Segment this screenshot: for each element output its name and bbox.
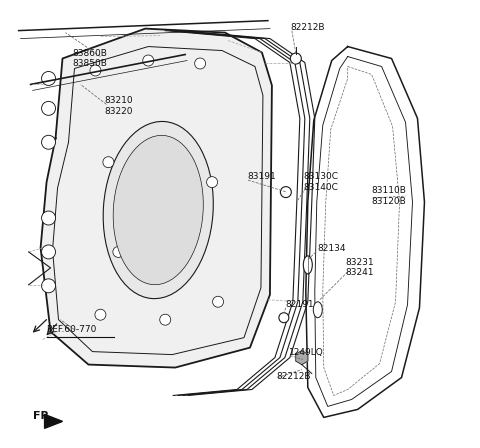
Circle shape <box>103 157 114 168</box>
Circle shape <box>113 246 124 258</box>
Circle shape <box>160 314 171 325</box>
Circle shape <box>206 177 217 188</box>
Circle shape <box>42 72 56 86</box>
Text: 82212B: 82212B <box>291 23 325 32</box>
Text: 82212B: 82212B <box>276 371 311 380</box>
Circle shape <box>280 187 291 198</box>
Text: 83191: 83191 <box>247 172 276 181</box>
Ellipse shape <box>303 256 312 274</box>
Text: 82134: 82134 <box>318 244 346 253</box>
Text: REF.60-770: REF.60-770 <box>47 325 97 334</box>
Text: 83860B
83850B: 83860B 83850B <box>72 48 108 68</box>
Circle shape <box>90 65 101 76</box>
Circle shape <box>213 296 224 307</box>
Circle shape <box>42 245 56 259</box>
Circle shape <box>42 211 56 225</box>
Polygon shape <box>296 351 308 365</box>
Text: 1249LQ: 1249LQ <box>289 348 324 357</box>
Text: 83110B
83120B: 83110B 83120B <box>372 186 407 206</box>
Text: 82191: 82191 <box>286 300 314 309</box>
Ellipse shape <box>313 302 322 318</box>
Circle shape <box>143 55 154 66</box>
Circle shape <box>42 135 56 149</box>
Circle shape <box>290 53 301 64</box>
Ellipse shape <box>103 121 213 299</box>
Circle shape <box>194 58 205 69</box>
Polygon shape <box>41 29 272 367</box>
Circle shape <box>42 279 56 293</box>
Text: 83210
83220: 83210 83220 <box>104 96 133 116</box>
Text: FR.: FR. <box>33 411 53 422</box>
Circle shape <box>279 313 289 323</box>
Circle shape <box>42 101 56 115</box>
Ellipse shape <box>113 135 204 284</box>
Circle shape <box>95 309 106 320</box>
Polygon shape <box>45 414 62 428</box>
Circle shape <box>160 163 171 174</box>
Text: 83130C
83140C: 83130C 83140C <box>304 172 339 192</box>
Circle shape <box>165 250 176 261</box>
Text: 83231
83241: 83231 83241 <box>346 258 374 277</box>
